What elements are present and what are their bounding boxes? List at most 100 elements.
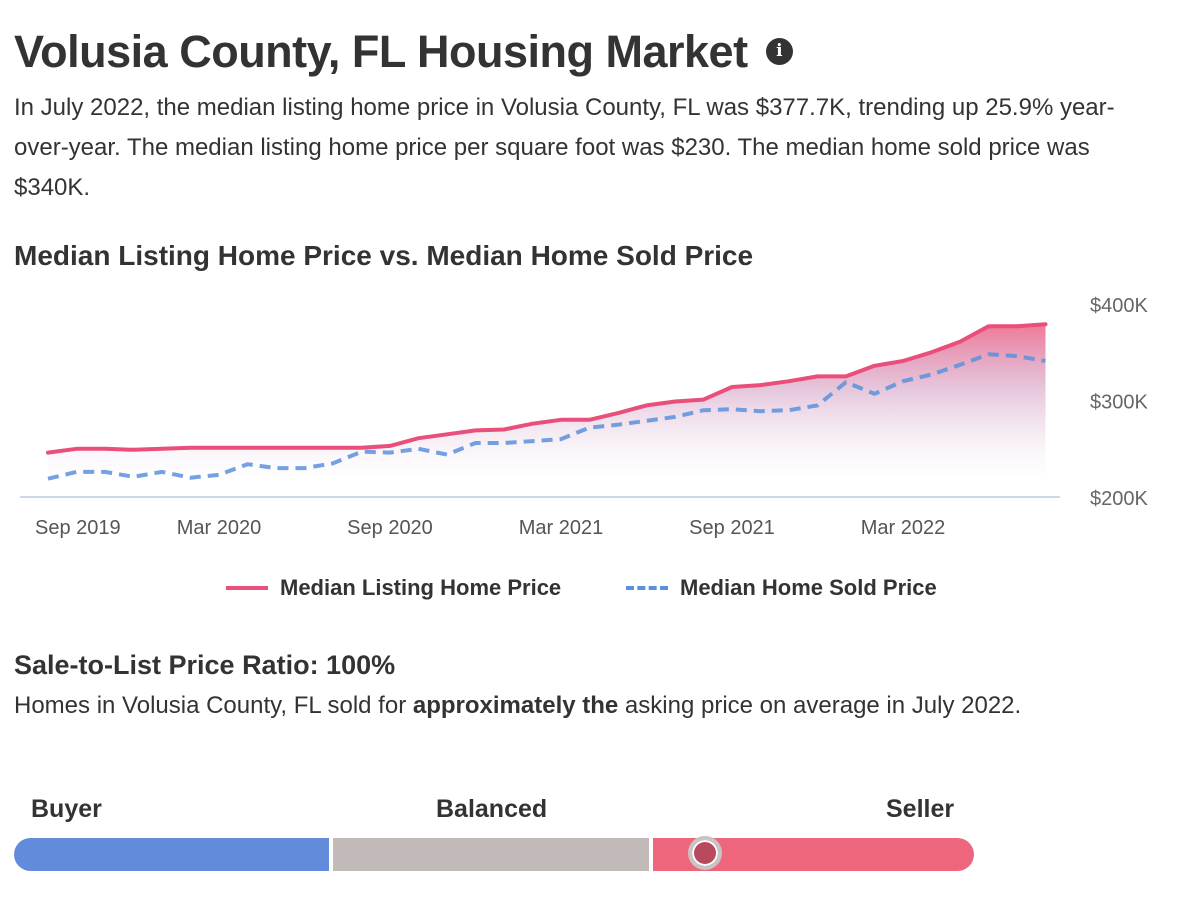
listing-price-point[interactable] [246,446,250,450]
dashed-line-swatch-icon [626,586,668,590]
sold-price-point[interactable] [873,392,877,396]
sold-price-point[interactable] [246,462,250,466]
listing-price-point[interactable] [987,324,991,328]
sold-price-point[interactable] [958,363,962,367]
sold-price-point[interactable] [1015,354,1019,358]
legend-item-sold-price[interactable]: Median Home Sold Price [626,575,937,601]
listing-price-point[interactable] [502,428,506,432]
info-icon[interactable]: i [765,37,793,65]
description-emphasis: approximately the [412,692,619,719]
listing-price-point[interactable] [531,422,535,426]
sold-price-point[interactable] [816,403,820,407]
listing-price-point[interactable] [474,428,478,432]
x-tick-label: Sep 2021 [689,517,775,539]
sold-price-point[interactable] [502,441,506,445]
description-text: asking price on average in July 2022. [618,692,1022,719]
chart-legend: Median Listing Home Price Median Home So… [0,575,1186,609]
listing-price-point[interactable] [844,374,848,378]
sold-price-point[interactable] [673,415,677,419]
market-summary: In July 2022, the median listing home pr… [14,94,1115,201]
sold-price-point[interactable] [360,450,364,454]
y-tick-label: $400K [1090,295,1148,317]
sold-price-point[interactable] [160,470,164,474]
legend-label: Median Listing Home Price [280,575,562,600]
listing-price-point[interactable] [873,364,877,368]
listing-price-point[interactable] [445,432,449,436]
sold-price-point[interactable] [702,408,706,412]
sold-price-point[interactable] [445,453,449,457]
x-tick-label: Mar 2020 [177,517,262,539]
listing-price-point[interactable] [274,446,278,450]
x-tick-label: Mar 2021 [519,517,604,539]
scale-segment-balanced [333,838,649,871]
listing-price-point[interactable] [46,451,50,455]
sold-price-point[interactable] [189,476,193,480]
listing-price-point[interactable] [217,446,221,450]
sold-price-point[interactable] [46,477,50,481]
listing-price-point[interactable] [958,340,962,344]
listing-price-point[interactable] [189,446,193,450]
sold-price-point[interactable] [303,466,307,470]
listing-price-point[interactable] [160,447,164,451]
sale-to-list-title: Sale-to-List Price Ratio: 100% [14,650,396,680]
sold-price-point[interactable] [417,447,421,451]
scale-label-seller: Seller [886,795,955,823]
listing-price-point[interactable] [132,448,136,452]
sold-price-point[interactable] [103,470,107,474]
sold-price-point[interactable] [559,437,563,441]
listing-price-point[interactable] [1044,322,1048,326]
description-text: Homes in Volusia County, FL sold for [14,692,413,719]
listing-price-point[interactable] [673,400,677,404]
sold-price-point[interactable] [645,419,649,423]
listing-price-point[interactable] [559,418,563,422]
scale-segment-buyer [14,838,329,871]
sold-price-point[interactable] [388,451,392,455]
scale-label-buyer: Buyer [31,795,102,823]
sold-price-point[interactable] [787,408,791,412]
sold-price-point[interactable] [132,475,136,479]
listing-price-point[interactable] [816,374,820,378]
sold-price-point[interactable] [987,352,991,356]
listing-price-point[interactable] [331,446,335,450]
listing-price-point[interactable] [787,379,791,383]
sale-to-list-description: Homes in Volusia County, FL sold for app… [14,692,1021,720]
sold-price-point[interactable] [616,423,620,427]
listing-price-point[interactable] [588,418,592,422]
listing-price-point[interactable] [702,398,706,402]
sold-price-point[interactable] [331,461,335,465]
sold-price-point[interactable] [844,380,848,384]
listing-price-point[interactable] [417,436,421,440]
sold-price-point[interactable] [901,379,905,383]
listing-price-point[interactable] [730,385,734,389]
listing-price-point[interactable] [360,446,364,450]
page-title-text: Volusia County, FL Housing Market [14,26,748,77]
sold-price-point[interactable] [217,473,221,477]
page-title: Volusia County, FL Housing Market i [14,26,793,78]
listing-price-point[interactable] [1015,324,1019,328]
sold-price-point[interactable] [730,407,734,411]
sold-price-point[interactable] [759,409,763,413]
listing-price-point[interactable] [616,411,620,415]
sold-price-point[interactable] [75,470,79,474]
y-tick-label: $200K [1090,488,1148,510]
price-chart: $200K $300K $400K Sep 2019 Mar 2020 Sep 2020… [20,295,1148,539]
sold-price-point[interactable] [1044,359,1048,363]
x-tick-label: Sep 2020 [347,517,433,539]
market-indicator-thumb [688,836,723,870]
listing-price-point[interactable] [75,447,79,451]
listing-price-point[interactable] [901,359,905,363]
listing-price-area [48,324,1046,478]
listing-price-point[interactable] [930,350,934,354]
listing-price-point[interactable] [388,444,392,448]
sold-price-point[interactable] [930,373,934,377]
listing-price-point[interactable] [103,447,107,451]
listing-price-point[interactable] [759,383,763,387]
sold-price-point[interactable] [588,426,592,430]
listing-price-point[interactable] [645,403,649,407]
sold-price-point[interactable] [474,441,478,445]
sold-price-point[interactable] [274,466,278,470]
y-tick-label: $300K [1090,392,1148,414]
legend-item-listing-price[interactable]: Median Listing Home Price [226,575,561,601]
sold-price-point[interactable] [531,439,535,443]
listing-price-point[interactable] [303,446,307,450]
